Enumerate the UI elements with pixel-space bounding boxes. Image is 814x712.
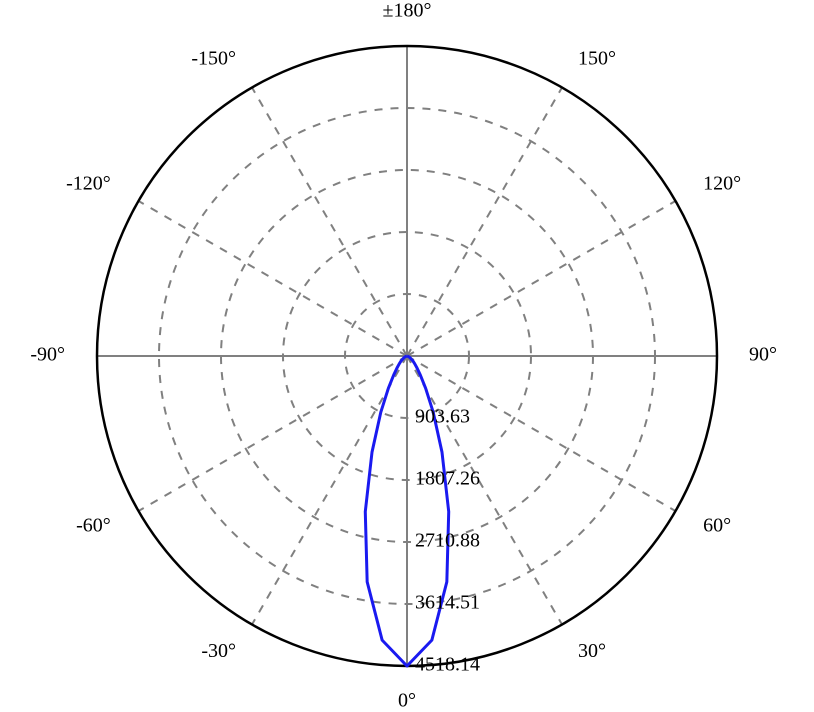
angle-tick-label: -150° (191, 47, 236, 69)
angle-tick-label: 90° (749, 344, 777, 366)
angle-tick-label: 30° (578, 640, 606, 662)
radial-tick-label: 903.63 (415, 406, 470, 428)
angle-tick-label: 120° (703, 173, 741, 195)
radial-tick-label: 4518.14 (415, 654, 480, 676)
polar-chart: 903.63 1807.26 2710.88 3614.51 4518.14 ±180° -… (0, 0, 814, 712)
radial-tick-label: 1807.26 (415, 468, 480, 490)
angle-tick-label: -90° (30, 344, 65, 366)
radial-tick-label: 2710.88 (415, 530, 480, 552)
angle-tick-label: 0° (398, 690, 416, 712)
angle-tick-label: ±180° (383, 0, 432, 22)
angle-tick-label: -30° (201, 640, 236, 662)
angle-tick-label: -120° (66, 173, 111, 195)
radial-tick-label: 3614.51 (415, 592, 480, 614)
angle-tick-label: -60° (76, 515, 111, 537)
angle-tick-label: 60° (703, 515, 731, 537)
angle-tick-label: 150° (578, 47, 616, 69)
